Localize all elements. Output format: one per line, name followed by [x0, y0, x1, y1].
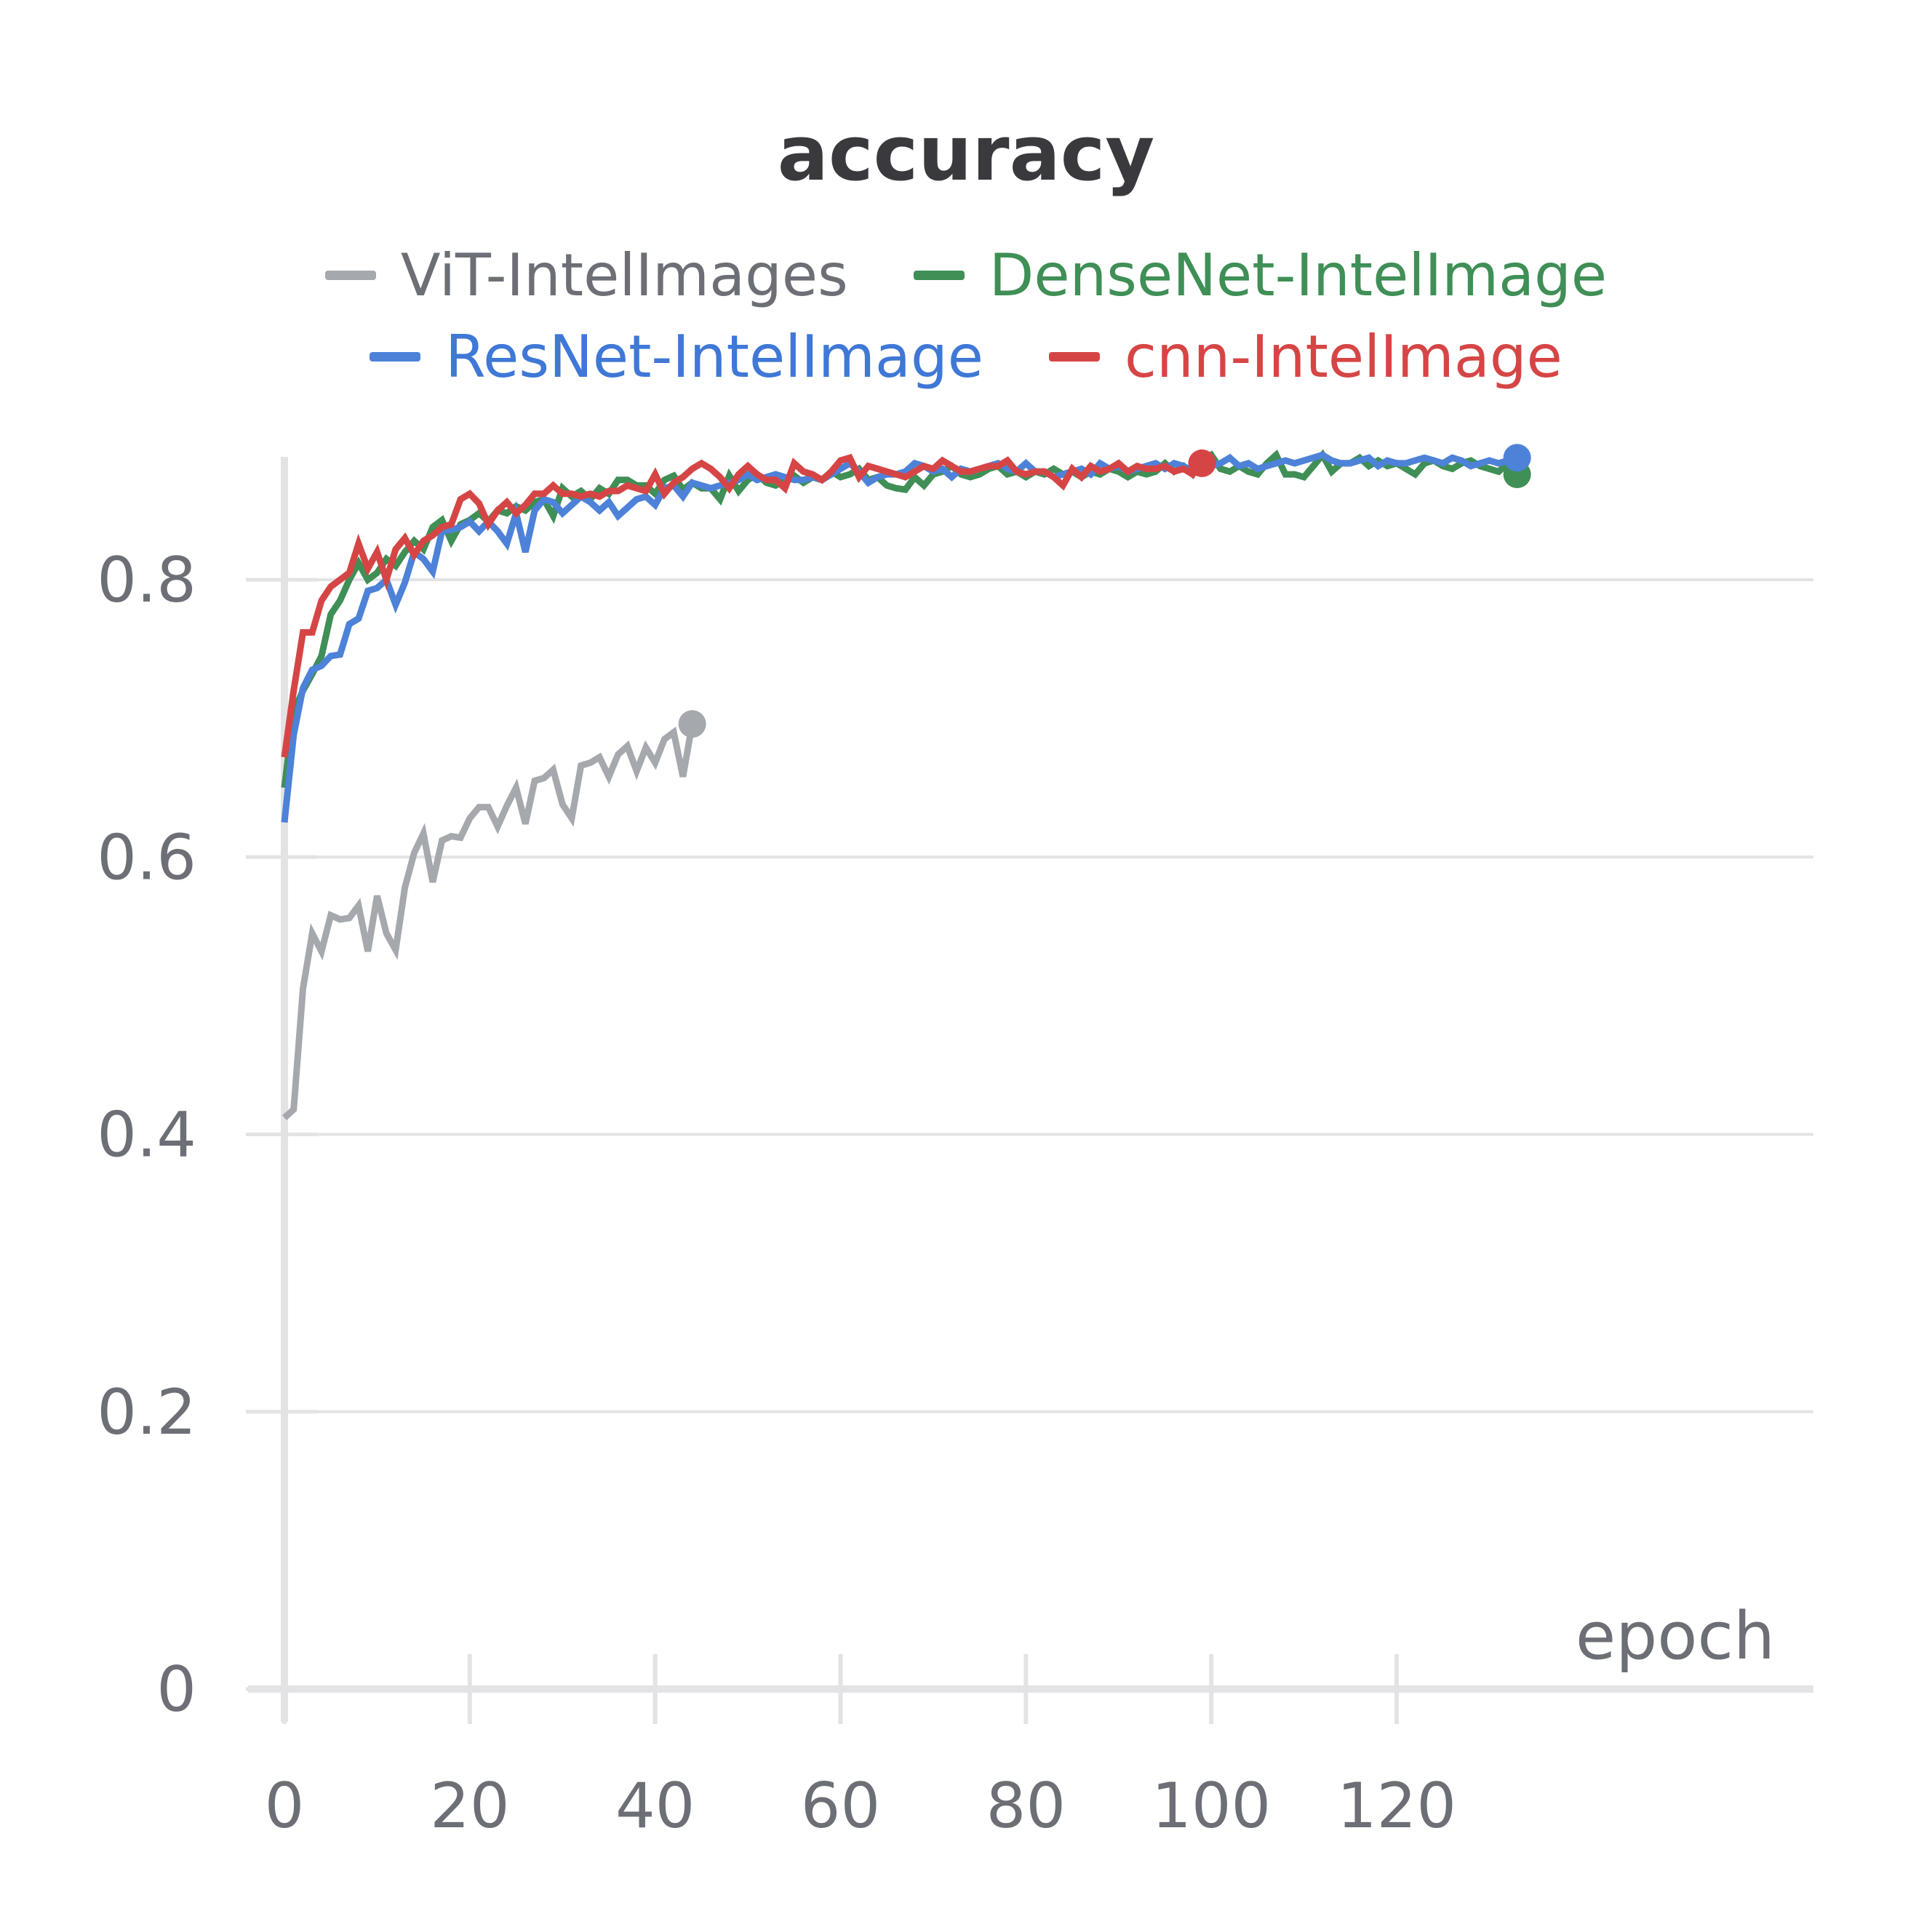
axis-layer: [246, 457, 1813, 1724]
chart-title: accuracy: [777, 109, 1155, 198]
legend-label-vit: ViT-IntelImages: [400, 242, 848, 309]
x-tick-label-4: 80: [986, 1770, 1066, 1843]
x-tick-label-0: 0: [265, 1770, 305, 1843]
series-endpoint-resnet: [1503, 444, 1531, 472]
x-tick-label-1: 20: [430, 1770, 509, 1843]
legend-label-resnet: ResNet-IntelImage: [445, 323, 983, 391]
series-line-cnn: [281, 453, 1205, 758]
legend-label-cnn: cnn-IntelImage: [1124, 323, 1562, 391]
y-tick-label-3: 0.6: [97, 821, 196, 894]
x-tick-label-5: 100: [1151, 1770, 1271, 1843]
y-tick-label-1: 0.2: [97, 1376, 196, 1449]
x-tick-label-3: 60: [801, 1770, 880, 1843]
grid-layer: [284, 578, 1813, 1413]
legend-row-2: ResNet-IntelImage cnn-IntelImage: [0, 323, 1932, 391]
legend-item-cnn[interactable]: cnn-IntelImage: [1048, 323, 1562, 391]
series-layer: [281, 444, 1531, 1120]
label-layer: epoch 0 0.2 0.4 0.6 0.8 0 20 40 60 80 100 120: [97, 544, 1775, 1843]
legend-swatch-densenet: [913, 271, 965, 280]
series-endpoint-vit: [678, 710, 706, 738]
legend-label-densenet: DenseNet-IntelImage: [989, 242, 1608, 309]
x-axis-label: epoch: [1576, 1598, 1775, 1674]
y-tick-label-0: 0: [156, 1653, 196, 1726]
x-tick-label-2: 40: [615, 1770, 695, 1843]
y-tick-label-2: 0.4: [97, 1099, 196, 1172]
series-line-resnet: [281, 451, 1518, 823]
legend-item-resnet[interactable]: ResNet-IntelImage: [370, 323, 983, 391]
y-tick-label-4: 0.8: [97, 544, 196, 617]
legend-swatch-vit: [324, 271, 376, 280]
x-tick-label-6: 120: [1337, 1770, 1456, 1843]
legend-swatch-resnet: [370, 352, 421, 362]
legend-swatch-cnn: [1048, 352, 1100, 362]
legend-item-densenet[interactable]: DenseNet-IntelImage: [913, 242, 1608, 309]
legend-row-1: ViT-IntelImages DenseNet-IntelImage: [0, 242, 1932, 309]
series-endpoint-cnn: [1188, 449, 1216, 477]
series-line-vit: [282, 723, 696, 1120]
series-line-densenet: [281, 449, 1520, 789]
legend-item-vit[interactable]: ViT-IntelImages: [324, 242, 848, 309]
